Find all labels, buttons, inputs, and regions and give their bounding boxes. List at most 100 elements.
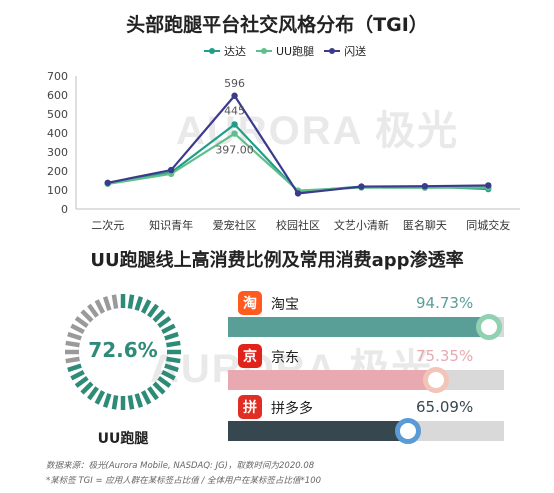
bar-end-dot	[394, 418, 421, 444]
ring-tick	[65, 356, 80, 364]
ring-tick	[161, 369, 176, 381]
app-name: 拼多多	[271, 401, 313, 417]
y-tick-label: 400	[47, 127, 68, 140]
data-label: 596	[224, 77, 245, 90]
x-tick-label: 匿名聊天	[403, 218, 447, 232]
pinduoduo-icon: 拼	[238, 395, 262, 419]
legend-label: UU跑腿	[276, 45, 315, 58]
bar-track	[228, 314, 504, 340]
taobao-icon: 淘	[238, 291, 262, 315]
ring-tick	[67, 331, 82, 341]
ring-tick	[74, 316, 89, 328]
ring-tick	[65, 340, 80, 348]
ring-tick	[80, 309, 94, 323]
ring-tick	[74, 376, 89, 388]
bar-track	[228, 367, 504, 393]
ring-tick	[111, 395, 119, 410]
app-name: 京东	[271, 350, 299, 366]
legend-swatch-icon	[256, 48, 272, 54]
app-value: 75.35%	[416, 347, 474, 365]
footnotes: 数据来源：极光(Aurora Mobile, NASDAQ: JG)，取数时间为…	[46, 459, 321, 489]
y-tick-label: 500	[47, 108, 68, 121]
ring-tick	[87, 386, 99, 401]
ring-value-label: 72.6%	[88, 338, 158, 362]
ring-tick	[127, 294, 135, 309]
data-point	[421, 183, 429, 190]
y-tick-label: 100	[47, 184, 68, 197]
y-tick-label: 300	[47, 146, 68, 159]
bar-fill	[228, 370, 436, 390]
x-tick-label: 爱宠社区	[213, 218, 257, 232]
series-line	[107, 122, 489, 193]
legend-label: 闪送	[344, 45, 367, 58]
app-name: 淘宝	[271, 297, 299, 313]
x-tick-label: 文艺小清新	[334, 218, 389, 232]
data-label: 397.00	[215, 144, 254, 157]
ring-tick	[134, 296, 144, 311]
data-label: 445	[224, 104, 245, 117]
ring-tick	[102, 393, 112, 408]
bar-fill	[228, 317, 490, 337]
app-value: 94.73%	[416, 294, 474, 312]
ring-tick	[164, 363, 179, 373]
legend-swatch-icon	[324, 48, 341, 54]
ring-tick	[94, 299, 106, 314]
bar-fill	[228, 421, 408, 441]
legend-item: 达达	[204, 43, 246, 59]
ring-tick	[147, 386, 159, 401]
ring-tick	[94, 390, 106, 405]
bar-track	[228, 418, 504, 444]
ring-tick	[111, 294, 119, 309]
ring-chart	[65, 294, 181, 410]
ring-tick	[161, 323, 176, 335]
x-tick-label: 校园社区	[276, 218, 320, 232]
bar-section-title: UU跑腿线上高消费比例及常用消费app渗透率	[90, 250, 464, 271]
series-line	[107, 93, 489, 195]
data-point	[104, 179, 111, 186]
ring-tick	[166, 340, 181, 348]
y-tick-label: 600	[47, 89, 68, 102]
x-tick-label: 同城交友	[466, 218, 510, 232]
source-note: 数据来源：极光(Aurora Mobile, NASDAQ: JG)，取数时间为…	[46, 461, 315, 471]
app-row-jd: 京 京东 75.35%	[228, 344, 508, 400]
x-tick-label: 二次元	[91, 218, 124, 232]
ring-tick	[166, 356, 181, 364]
data-point	[231, 92, 238, 99]
legend-item: UU跑腿	[256, 43, 314, 59]
ring-tick	[140, 390, 152, 405]
series-line	[107, 132, 489, 192]
ring-tick	[87, 303, 99, 318]
data-point	[231, 130, 238, 137]
ring-tick	[147, 303, 159, 318]
ring-tick	[140, 299, 152, 314]
ring-tick	[70, 369, 85, 381]
ring-tick	[80, 381, 94, 395]
y-tick-label: 700	[47, 70, 68, 83]
ring-tick	[127, 395, 135, 410]
bar-end-dot	[422, 367, 449, 393]
line-chart-legend: 达达 UU跑腿 闪送	[204, 43, 366, 59]
app-value: 65.09%	[416, 398, 474, 416]
ring-tick	[164, 331, 179, 341]
ring-tick	[152, 309, 166, 323]
y-tick-label: 200	[47, 165, 68, 178]
data-point	[231, 121, 238, 128]
app-row-taobao: 淘 淘宝 94.73%	[228, 291, 508, 347]
jd-icon: 京	[238, 344, 262, 368]
legend-swatch-icon	[204, 48, 220, 54]
bar-end-dot	[476, 314, 503, 340]
legend-item: 闪送	[324, 43, 366, 59]
ring-tick	[70, 323, 85, 335]
tgi-note: *某标签 TGI = 应用人群在某标签占比值 / 全体用户在某标签占比值*100	[46, 476, 322, 486]
ring-caption: UU跑腿	[97, 431, 149, 447]
data-point	[358, 183, 365, 190]
ring-tick	[102, 296, 112, 311]
data-point	[167, 166, 175, 174]
ring-tick	[157, 376, 172, 388]
x-tick-label: 知识青年	[149, 218, 193, 232]
line-chart: 0 100 200 300 400 500 600 700 二次元 知识青年 爱宠社区 校园社区 文艺小…	[47, 70, 520, 232]
legend-label: 达达	[224, 45, 246, 58]
data-point	[294, 190, 302, 197]
ring-tick	[152, 381, 166, 395]
app-row-pinduoduo: 拼 拼多多 65.09%	[228, 395, 508, 451]
